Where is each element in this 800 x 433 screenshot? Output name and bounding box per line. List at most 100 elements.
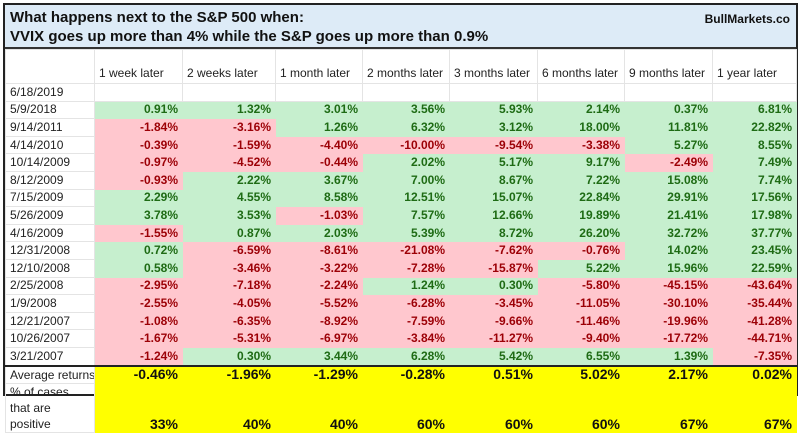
date-cell[interactable]: 4/14/2010 [5, 135, 95, 155]
column-header[interactable]: 1 year later [712, 49, 797, 84]
return-cell[interactable]: 17.56% [712, 188, 797, 208]
date-cell[interactable]: 12/10/2008 [5, 258, 95, 278]
return-cell[interactable]: 6.55% [537, 346, 625, 367]
return-cell[interactable]: 7.49% [712, 153, 797, 172]
average-return-cell[interactable]: -1.29% [275, 364, 363, 385]
percent-positive-cell[interactable]: 67% [712, 383, 797, 433]
return-cell[interactable]: 5.27% [624, 135, 713, 155]
return-cell[interactable]: 0.37% [624, 100, 713, 120]
column-header[interactable]: 2 weeks later [182, 49, 276, 84]
return-cell[interactable]: -11.27% [449, 329, 538, 348]
average-returns-label[interactable]: Average returns [5, 364, 95, 385]
return-cell[interactable]: 8.55% [712, 135, 797, 155]
return-cell[interactable]: -2.49% [624, 153, 713, 172]
return-cell[interactable]: 7.00% [362, 170, 450, 190]
return-cell[interactable]: -1.55% [94, 223, 183, 243]
return-cell[interactable]: -43.64% [712, 276, 797, 296]
date-cell[interactable]: 1/9/2008 [5, 294, 95, 313]
return-cell[interactable]: -8.61% [275, 241, 363, 260]
return-cell[interactable]: 19.89% [537, 206, 625, 225]
return-cell[interactable]: 0.30% [449, 276, 538, 296]
return-cell[interactable]: -3.46% [182, 258, 276, 278]
return-cell[interactable]: 26.20% [537, 223, 625, 243]
average-return-cell[interactable]: -0.46% [94, 364, 183, 385]
return-cell[interactable]: -2.55% [94, 294, 183, 313]
date-cell[interactable]: 4/16/2009 [5, 223, 95, 243]
return-cell[interactable]: -7.35% [712, 346, 797, 367]
return-cell[interactable]: 15.07% [449, 188, 538, 208]
percent-positive-cell[interactable]: 60% [537, 383, 625, 433]
return-cell[interactable]: -7.28% [362, 258, 450, 278]
date-cell[interactable]: 5/9/2018 [5, 100, 95, 120]
date-cell[interactable]: 9/14/2011 [5, 118, 95, 137]
return-cell[interactable]: 2.22% [182, 170, 276, 190]
return-cell[interactable]: 8.72% [449, 223, 538, 243]
return-cell[interactable] [449, 83, 538, 102]
return-cell[interactable]: 7.74% [712, 170, 797, 190]
return-cell[interactable]: -0.93% [94, 170, 183, 190]
return-cell[interactable]: -1.08% [94, 311, 183, 331]
return-cell[interactable]: -19.96% [624, 311, 713, 331]
return-cell[interactable]: -1.67% [94, 329, 183, 348]
column-header[interactable]: 9 months later [624, 49, 713, 84]
average-return-cell[interactable]: 5.02% [537, 364, 625, 385]
return-cell[interactable]: 5.42% [449, 346, 538, 367]
return-cell[interactable]: 0.30% [182, 346, 276, 367]
return-cell[interactable]: 0.91% [94, 100, 183, 120]
return-cell[interactable]: -0.44% [275, 153, 363, 172]
return-cell[interactable] [712, 83, 797, 102]
return-cell[interactable]: 3.01% [275, 100, 363, 120]
return-cell[interactable]: -9.66% [449, 311, 538, 331]
date-cell[interactable]: 5/26/2009 [5, 206, 95, 225]
header-corner-cell[interactable] [5, 49, 95, 84]
column-header[interactable]: 1 week later [94, 49, 183, 84]
return-cell[interactable]: 14.02% [624, 241, 713, 260]
return-cell[interactable]: 21.41% [624, 206, 713, 225]
return-cell[interactable]: -4.40% [275, 135, 363, 155]
return-cell[interactable]: 3.44% [275, 346, 363, 367]
return-cell[interactable]: -4.52% [182, 153, 276, 172]
return-cell[interactable]: 23.45% [712, 241, 797, 260]
return-cell[interactable]: 0.72% [94, 241, 183, 260]
return-cell[interactable]: 6.81% [712, 100, 797, 120]
return-cell[interactable]: 1.32% [182, 100, 276, 120]
average-return-cell[interactable]: -0.28% [362, 364, 450, 385]
column-header[interactable]: 3 months later [449, 49, 538, 84]
return-cell[interactable]: -5.52% [275, 294, 363, 313]
return-cell[interactable]: 3.67% [275, 170, 363, 190]
return-cell[interactable] [94, 83, 183, 102]
return-cell[interactable]: -7.62% [449, 241, 538, 260]
return-cell[interactable]: -11.05% [537, 294, 625, 313]
return-cell[interactable]: -6.35% [182, 311, 276, 331]
return-cell[interactable]: -1.84% [94, 118, 183, 137]
return-cell[interactable]: 3.78% [94, 206, 183, 225]
return-cell[interactable]: -8.92% [275, 311, 363, 331]
date-cell[interactable]: 6/18/2019 [5, 83, 95, 102]
return-cell[interactable]: -10.00% [362, 135, 450, 155]
column-header[interactable]: 2 months later [362, 49, 450, 84]
return-cell[interactable]: 5.93% [449, 100, 538, 120]
return-cell[interactable]: 12.51% [362, 188, 450, 208]
return-cell[interactable]: -9.54% [449, 135, 538, 155]
return-cell[interactable]: 2.02% [362, 153, 450, 172]
return-cell[interactable]: -41.28% [712, 311, 797, 331]
date-cell[interactable]: 12/21/2007 [5, 311, 95, 331]
date-cell[interactable]: 2/25/2008 [5, 276, 95, 296]
return-cell[interactable]: 3.56% [362, 100, 450, 120]
return-cell[interactable]: -3.45% [449, 294, 538, 313]
return-cell[interactable]: 6.32% [362, 118, 450, 137]
percent-positive-cell[interactable]: 40% [275, 383, 363, 433]
return-cell[interactable] [275, 83, 363, 102]
return-cell[interactable]: 22.84% [537, 188, 625, 208]
return-cell[interactable]: -2.95% [94, 276, 183, 296]
return-cell[interactable]: 17.98% [712, 206, 797, 225]
return-cell[interactable]: 2.14% [537, 100, 625, 120]
return-cell[interactable]: -1.24% [94, 346, 183, 367]
return-cell[interactable]: 6.28% [362, 346, 450, 367]
return-cell[interactable]: -3.84% [362, 329, 450, 348]
return-cell[interactable]: -6.97% [275, 329, 363, 348]
return-cell[interactable]: -9.40% [537, 329, 625, 348]
return-cell[interactable]: -3.38% [537, 135, 625, 155]
return-cell[interactable]: -21.08% [362, 241, 450, 260]
return-cell[interactable]: 15.96% [624, 258, 713, 278]
